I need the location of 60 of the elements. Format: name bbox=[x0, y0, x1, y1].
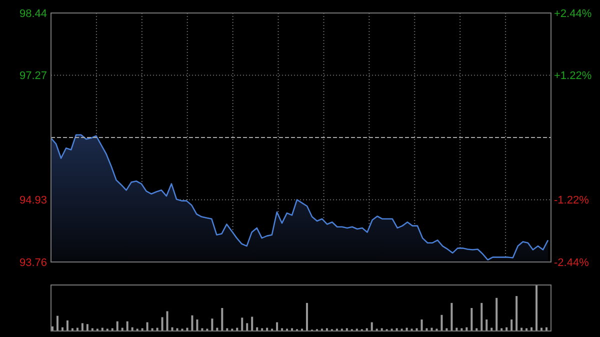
bar bbox=[446, 328, 448, 331]
bar bbox=[56, 316, 58, 331]
bar bbox=[476, 328, 478, 331]
bar bbox=[426, 328, 428, 331]
bar bbox=[470, 308, 473, 331]
bar bbox=[191, 315, 194, 331]
bar bbox=[486, 320, 488, 331]
bar bbox=[291, 328, 294, 331]
bar bbox=[166, 311, 168, 331]
bar bbox=[496, 298, 498, 331]
bar bbox=[380, 328, 383, 331]
bar bbox=[536, 285, 538, 331]
bar bbox=[221, 308, 224, 331]
bar bbox=[326, 328, 328, 331]
bar bbox=[370, 322, 373, 331]
y-tick-label: 98.44 bbox=[19, 8, 47, 20]
bar bbox=[276, 322, 278, 331]
bar bbox=[480, 302, 483, 331]
bar bbox=[71, 328, 74, 331]
y2-tick-label: -2.44% bbox=[554, 256, 590, 269]
y-tick-label: 93.76 bbox=[19, 256, 47, 269]
bar bbox=[526, 328, 528, 331]
bar bbox=[281, 328, 284, 331]
y2-tick-label: +2.44% bbox=[554, 8, 592, 20]
bar bbox=[211, 318, 214, 331]
y-tick-label: 94.93 bbox=[19, 194, 47, 207]
bar bbox=[176, 328, 178, 331]
bar bbox=[111, 328, 114, 331]
bar bbox=[246, 323, 248, 331]
bar bbox=[241, 318, 244, 331]
y-tick-label: 97.27 bbox=[19, 70, 47, 82]
bar bbox=[516, 296, 518, 331]
bar bbox=[460, 328, 463, 331]
bar bbox=[151, 328, 154, 331]
y2-tick-label: -1.22% bbox=[554, 194, 590, 207]
y2-tick-label: +1.22% bbox=[554, 70, 592, 82]
bar bbox=[450, 302, 453, 331]
bar bbox=[91, 328, 94, 331]
bar bbox=[440, 314, 443, 331]
bar bbox=[66, 320, 68, 331]
bar bbox=[396, 328, 398, 331]
bar bbox=[146, 322, 148, 331]
bar bbox=[306, 302, 308, 331]
bar bbox=[116, 321, 118, 331]
bar bbox=[141, 328, 144, 331]
bar bbox=[500, 328, 503, 331]
bar bbox=[251, 316, 254, 331]
bar bbox=[510, 320, 513, 331]
bar bbox=[161, 317, 164, 331]
bar bbox=[261, 328, 264, 331]
bar bbox=[81, 323, 84, 331]
bar bbox=[226, 328, 228, 331]
bar bbox=[196, 320, 198, 331]
bar bbox=[416, 328, 418, 331]
bar bbox=[420, 320, 423, 331]
bar bbox=[346, 328, 348, 331]
bar bbox=[126, 321, 128, 331]
bar bbox=[201, 328, 204, 331]
bar bbox=[366, 328, 368, 331]
bar bbox=[86, 324, 88, 331]
